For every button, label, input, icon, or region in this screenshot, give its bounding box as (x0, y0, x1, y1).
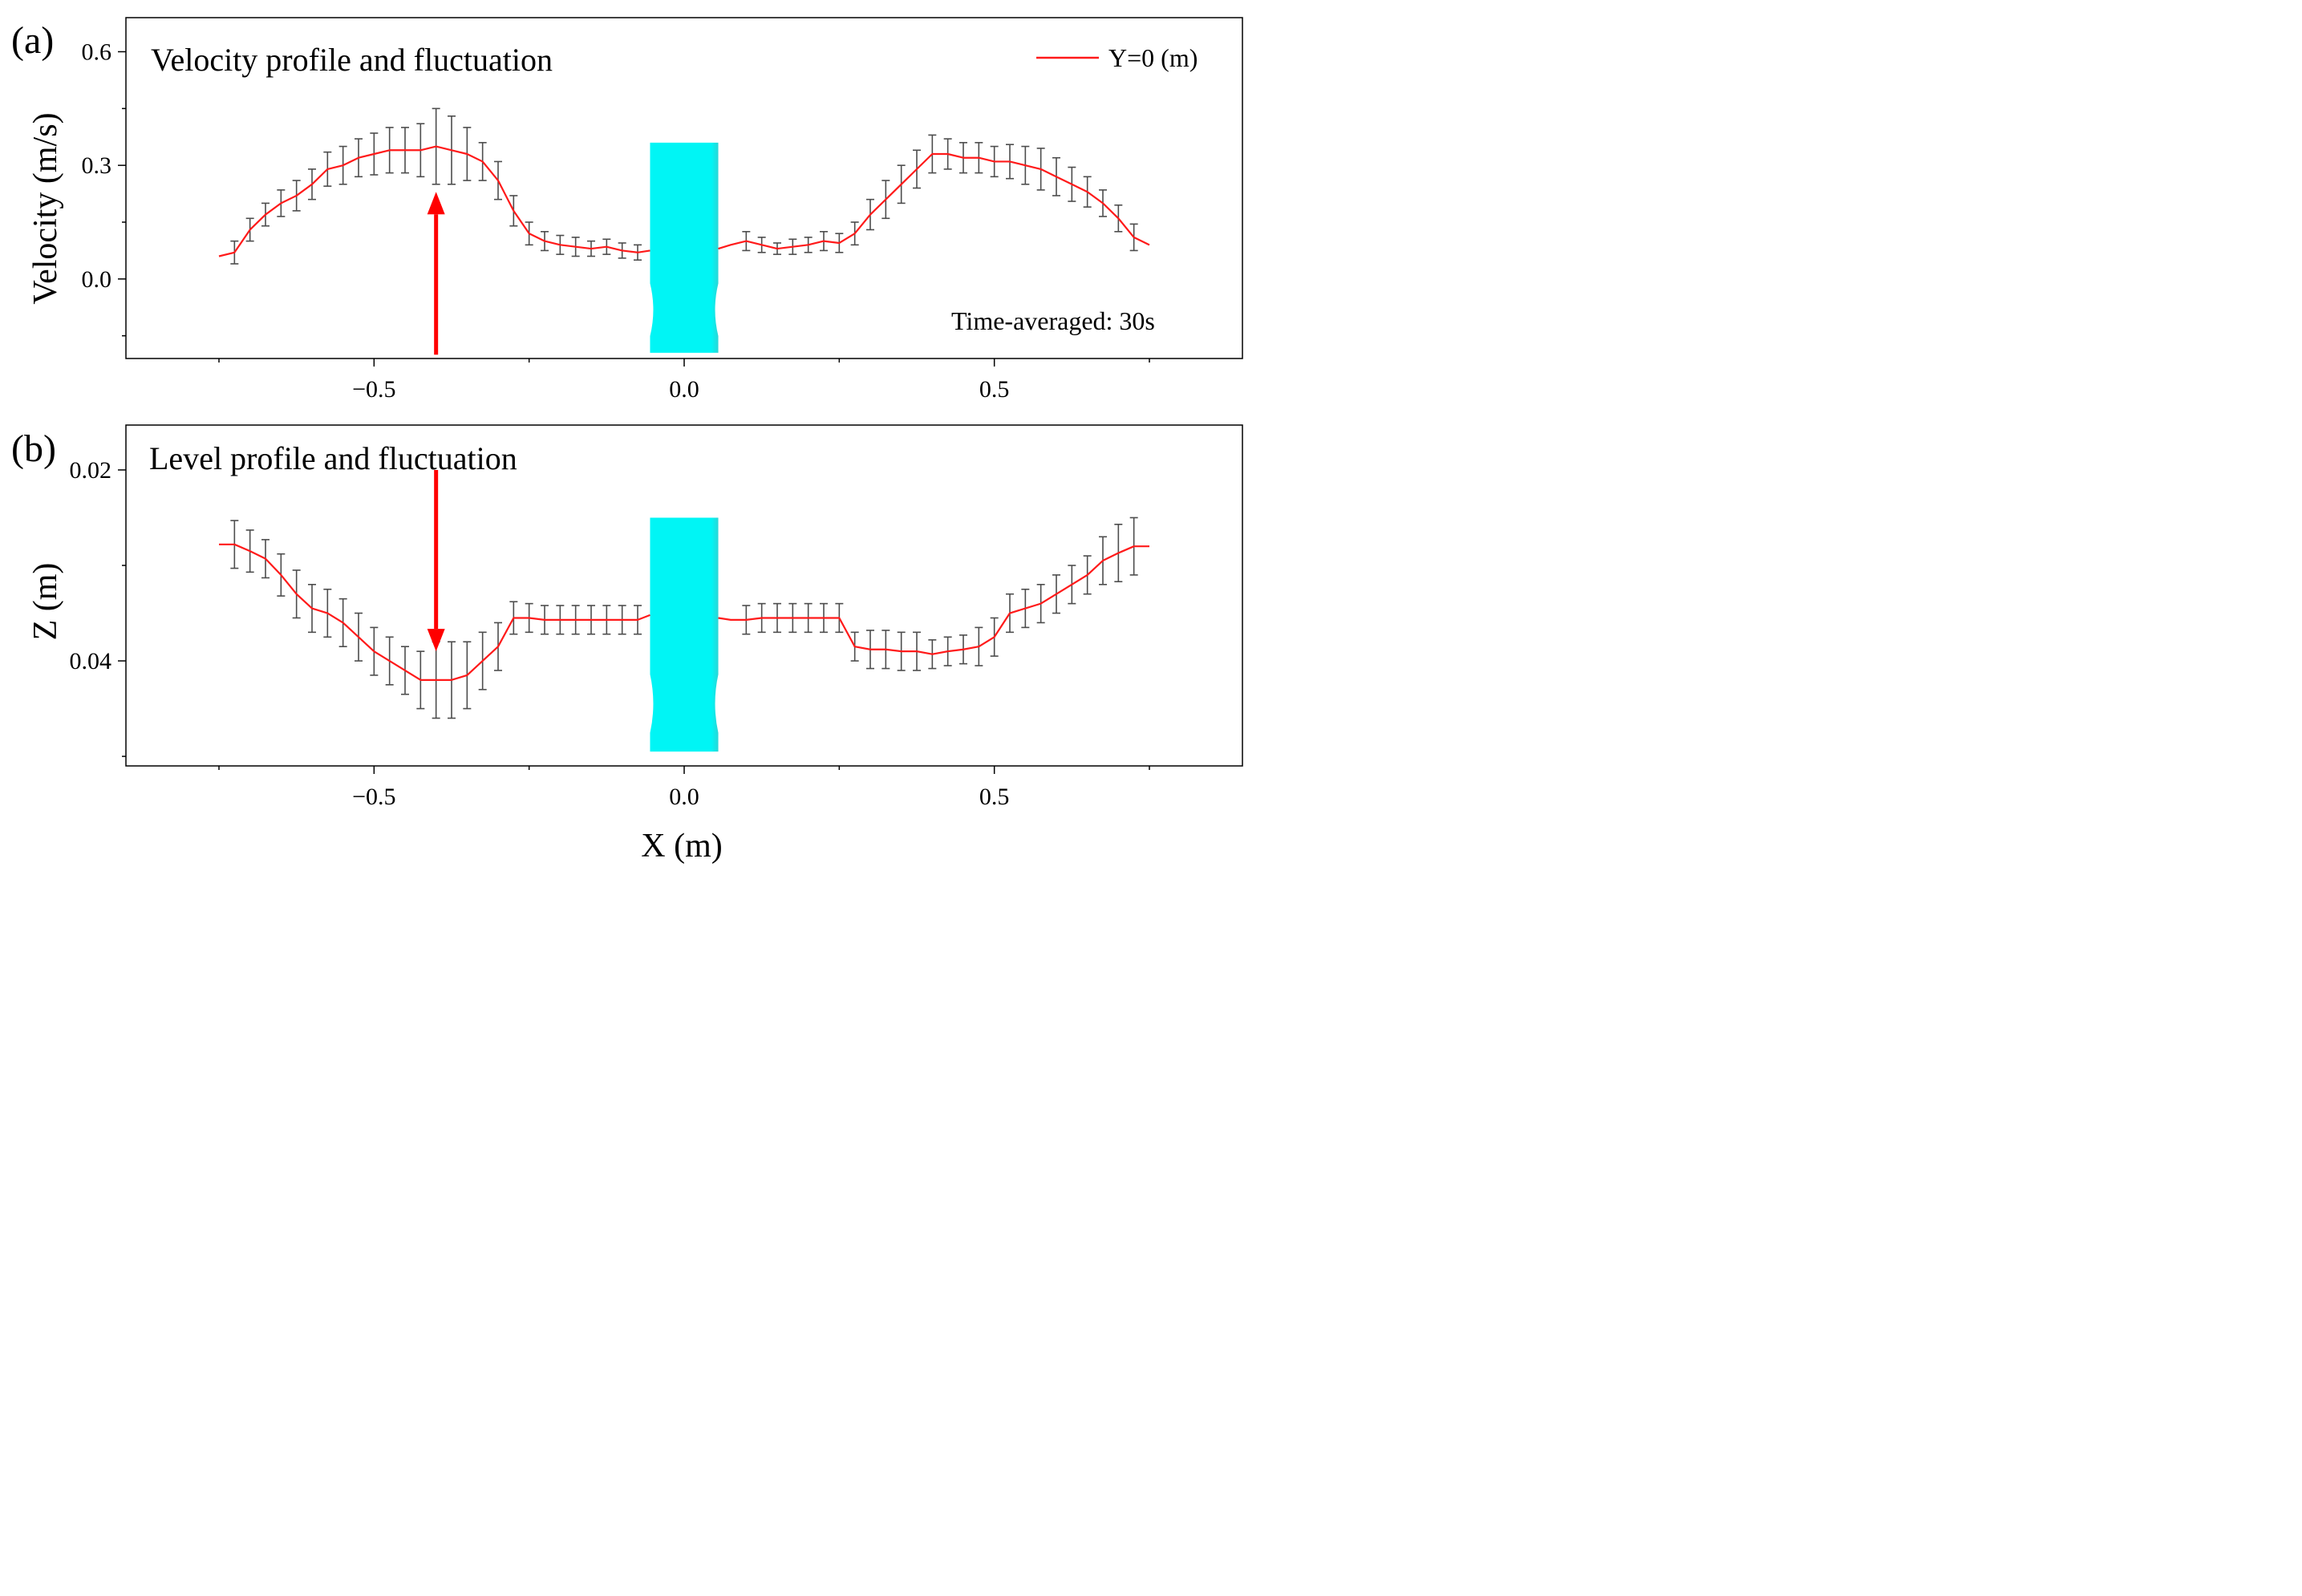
panel-b-title: Level profile and fluctuation (149, 440, 517, 476)
panel-b-label: (b) (11, 427, 56, 470)
x-tick-label: 0.0 (669, 784, 699, 810)
y-tick-label: 0.04 (70, 648, 112, 674)
panel-a: (a) 0.0 0.3 0.6 −0.5 0.0 0.5 Velocity profil… (11, 17, 1243, 403)
panel-b: (b) 0.02 0.04 −0.5 0.0 0.5 Level profile an… (11, 424, 1243, 865)
panel-a-legend: Y=0 (m) (1036, 43, 1198, 72)
panel-a-xticks: −0.5 0.0 0.5 (218, 358, 1150, 403)
series-line-segment-1 (218, 145, 650, 257)
panel-a-ylabel: Velocity (m/s) (27, 112, 64, 304)
y-tick-label: 0.6 (82, 39, 112, 66)
panel-b-lines (219, 543, 1149, 681)
panel-b-xlabel: X (m) (641, 828, 722, 865)
nozzle-shape (650, 142, 719, 353)
y-tick-label: 0.3 (82, 152, 112, 179)
figure: (a) 0.0 0.3 0.6 −0.5 0.0 0.5 Velocity profil… (11, 17, 1243, 865)
series-line-segment-2 (718, 545, 1149, 655)
x-tick-label: −0.5 (352, 376, 395, 403)
x-tick-label: 0.5 (979, 376, 1010, 403)
panel-b-nozzle (650, 517, 719, 752)
nozzle-shape (650, 517, 719, 752)
arrow-head (427, 192, 445, 215)
panel-a-lines (218, 145, 1150, 257)
y-tick-label: 0.0 (82, 266, 112, 293)
panel-b-ylabel: Z (m) (27, 563, 64, 641)
panel-a-title: Velocity profile and fluctuation (151, 42, 553, 78)
panel-a-axes: 0.0 0.3 0.6 −0.5 0.0 0.5 (82, 17, 1243, 403)
legend-label: Y=0 (m) (1108, 43, 1198, 72)
x-tick-label: −0.5 (352, 784, 395, 810)
panel-b-axes: 0.02 0.04 −0.5 0.0 0.5 (70, 424, 1243, 810)
x-tick-label: 0.0 (669, 376, 699, 403)
panel-a-annotation: Time-averaged: 30s (951, 306, 1155, 335)
panel-a-nozzle (650, 142, 719, 353)
panel-b-xticks: −0.5 0.0 0.5 (218, 766, 1150, 810)
y-tick-label: 0.02 (70, 457, 112, 484)
x-tick-label: 0.5 (979, 784, 1010, 810)
series-line-segment-1 (219, 543, 650, 681)
panel-b-yticks: 0.02 0.04 (70, 457, 126, 757)
series-line-segment-2 (718, 152, 1150, 250)
panel-a-label: (a) (11, 19, 54, 62)
panel-a-yticks: 0.0 0.3 0.6 (82, 39, 126, 337)
panel-a-arrow (427, 192, 445, 355)
panel-b-arrow (427, 469, 445, 652)
arrow-head (427, 629, 445, 652)
